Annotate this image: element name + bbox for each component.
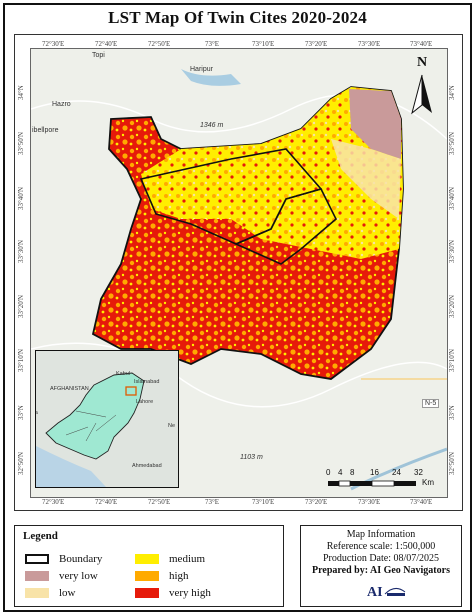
tick-bottom-6: 73°20'E: [305, 498, 328, 506]
tick-top-6: 73°20'E: [305, 40, 328, 48]
inset-map: AFGHANISTAN Kabul Islamabad Lahore ewal …: [35, 350, 179, 488]
tick-left-4: 33°30'N: [17, 239, 25, 263]
legend-swatch-very-low: [25, 571, 49, 581]
tick-top-3: 72°50'E: [148, 40, 171, 48]
tick-right-2: 33°50'N: [448, 131, 456, 155]
legend-label-medium: medium: [169, 553, 206, 565]
legend-label-low: low: [59, 587, 76, 599]
place-topi: Topi: [92, 52, 105, 59]
tick-bottom-4: 73°E: [205, 498, 220, 506]
inset-islamabad: Islamabad: [134, 379, 160, 385]
map-title: LST Map Of Twin Cites 2020-2024: [108, 8, 367, 27]
legend-item-very-low: very low: [25, 570, 98, 582]
north-arrow-icon: [411, 74, 432, 115]
tick-left-5: 33°20'N: [17, 294, 25, 318]
place-campbellpore: ibellpore: [32, 127, 59, 134]
legend-swatch-very-high: [135, 588, 159, 598]
north-arrow: N: [408, 55, 436, 117]
info-date: Production Date: 08/07/2025: [322, 553, 440, 564]
svg-text:AI: AI: [367, 585, 383, 600]
tick-right-6: 33°10'N: [448, 348, 456, 372]
tick-top-5: 73°10'E: [252, 40, 275, 48]
legend-item-medium: medium: [135, 553, 205, 565]
inset-pakistan: [45, 372, 145, 460]
very-low-zone: [349, 89, 401, 159]
tick-right-4: 33°30'N: [448, 239, 456, 263]
legend-label-boundary: Boundary: [59, 553, 103, 565]
scale-label-0: 0: [326, 468, 331, 477]
tick-right-3: 33°40'N: [448, 186, 456, 210]
legend-swatch-low: [25, 588, 49, 598]
tick-bottom-8: 73°40'E: [410, 498, 433, 506]
scale-label-4: 4: [338, 468, 343, 477]
legend-item-low: low: [25, 587, 76, 599]
road-n5-label: N-5: [422, 399, 440, 408]
legend-swatch-high: [135, 571, 159, 581]
inset-aoi: [125, 386, 137, 396]
tick-bottom-7: 73°30'E: [358, 498, 381, 506]
tick-left-8: 32°50'N: [17, 451, 25, 475]
scale-unit: Km: [422, 478, 434, 487]
tick-bottom-1: 72°30'E: [42, 498, 65, 506]
info-scale: Reference scale: 1:500,000: [326, 541, 436, 552]
boundary-rawalpindi: [234, 188, 337, 265]
scale-label-16: 16: [370, 468, 379, 477]
legend-item-high: high: [135, 570, 189, 582]
scale-bar-graphic: [328, 480, 416, 487]
tick-right-8: 32°50'N: [448, 451, 456, 475]
tick-right-5: 33°20'N: [448, 294, 456, 318]
elevation-label: 1346 m: [200, 122, 224, 129]
tick-top-4: 73°E: [205, 40, 220, 48]
lst-region-north: [141, 87, 403, 259]
tick-right-1: 34°N: [448, 85, 456, 100]
elevation-label-2: 1103 m: [240, 454, 263, 461]
tick-left-2: 33°50'N: [17, 131, 25, 155]
legend-swatch-medium: [135, 554, 159, 564]
legend-label-very-low: very low: [59, 570, 98, 582]
tick-top-8: 73°40'E: [410, 40, 433, 48]
legend-item-very-high: very high: [135, 587, 211, 599]
tick-bottom-5: 73°10'E: [252, 498, 275, 506]
info-heading: Map Information: [346, 529, 416, 540]
legend-box: Legend Boundary very low low medium high…: [14, 525, 284, 607]
tick-left-3: 33°40'N: [17, 186, 25, 210]
map-canvas: [31, 49, 447, 497]
tick-top-7: 73°30'E: [358, 40, 381, 48]
ai-geo-navigators-logo: AI: [367, 585, 406, 600]
legend-title: Legend: [23, 530, 58, 542]
inset-ne: Ne: [168, 423, 176, 429]
info-prepared: Prepared by: AI Geo Navigators: [312, 565, 450, 576]
legend-label-high: high: [169, 570, 189, 582]
outer-frame: [3, 3, 472, 612]
map-panel[interactable]: [30, 48, 448, 498]
tick-left-6: 33°10'N: [17, 348, 25, 372]
scale-label-24: 24: [392, 468, 401, 477]
legend-swatch-boundary: [25, 554, 49, 564]
inset-kabul: Kabul: [116, 371, 131, 377]
legend-item-boundary: Boundary: [25, 553, 102, 565]
inset-lahore: Lahore: [136, 399, 154, 405]
scale-label-32: 32: [414, 468, 423, 477]
place-hazro: Hazro: [52, 101, 71, 108]
inset-map-canvas: [36, 351, 178, 487]
inset-jewal: ewal: [178, 407, 179, 413]
place-haripur: Haripur: [190, 66, 213, 73]
tick-left-7: 33°N: [17, 405, 25, 420]
legend-label-very-high: very high: [169, 587, 211, 599]
tick-bottom-3: 72°50'E: [148, 498, 171, 506]
tick-left-1: 34°N: [17, 85, 25, 100]
tick-top-1: 72°30'E: [42, 40, 65, 48]
tick-top-2: 72°40'E: [95, 40, 118, 48]
tick-bottom-2: 72°40'E: [95, 498, 118, 506]
inset-ta: Ta: [35, 410, 38, 416]
tick-right-7: 33°N: [448, 405, 456, 420]
inset-afghanistan: AFGHANISTAN: [50, 386, 89, 392]
map-info-box: Map Information Reference scale: 1:500,0…: [300, 525, 462, 607]
scale-label-8: 8: [350, 468, 355, 477]
north-label: N: [416, 55, 428, 70]
inset-ahmedabad: Ahmedabad: [132, 463, 162, 469]
scale-bar: 0 4 8 16 24 32 Km: [326, 468, 446, 492]
